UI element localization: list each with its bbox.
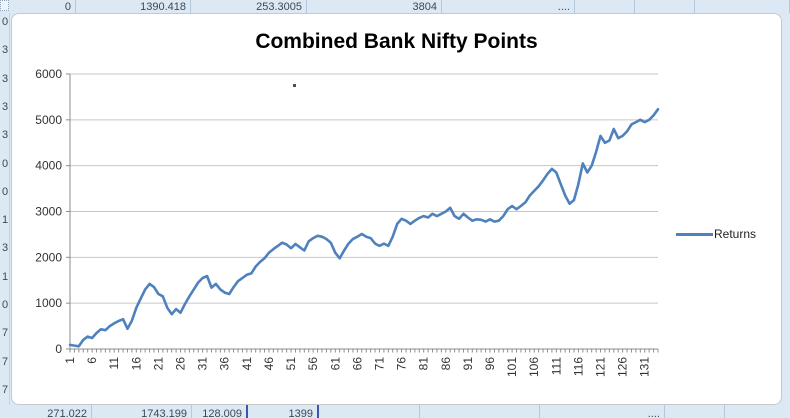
sheet-cell[interactable]: 1390.418 xyxy=(76,0,191,13)
sheet-cell-fragment: 3 xyxy=(2,242,9,255)
svg-text:1: 1 xyxy=(63,357,77,364)
axes xyxy=(66,73,659,353)
sheet-cell[interactable] xyxy=(420,405,540,418)
gridlines xyxy=(70,73,658,304)
svg-text:16: 16 xyxy=(129,357,143,371)
sheet-cell[interactable]: 1743.199 xyxy=(92,405,192,418)
sheet-cell[interactable]: 271.022 xyxy=(0,405,92,418)
spreadsheet-bottom-row[interactable]: 271.022 1743.199 128.009 1399.... xyxy=(0,405,790,418)
sheet-cell-fragment: 3 xyxy=(2,44,9,57)
svg-text:76: 76 xyxy=(395,357,409,371)
svg-text:21: 21 xyxy=(151,357,165,371)
svg-text:111: 111 xyxy=(549,357,563,376)
svg-text:11: 11 xyxy=(107,357,121,370)
sheet-cell[interactable] xyxy=(319,405,420,418)
svg-text:96: 96 xyxy=(483,357,497,371)
svg-text:91: 91 xyxy=(461,357,475,371)
sheet-cell[interactable] xyxy=(635,0,695,13)
svg-text:1000: 1000 xyxy=(35,296,62,310)
svg-text:6000: 6000 xyxy=(35,67,62,81)
svg-text:5000: 5000 xyxy=(35,113,62,127)
svg-text:66: 66 xyxy=(350,357,364,371)
svg-text:51: 51 xyxy=(284,357,298,371)
svg-text:71: 71 xyxy=(372,357,386,371)
sheet-cell-fragment: 7 xyxy=(2,327,9,340)
sheet-cell[interactable]: 0 xyxy=(0,0,76,13)
bottom-row-cells: 271.022 1743.199 128.009 1399.... xyxy=(0,405,790,418)
stray-dot xyxy=(293,84,296,87)
svg-text:36: 36 xyxy=(218,357,232,371)
sheet-corner-marker xyxy=(0,0,9,11)
svg-text:0: 0 xyxy=(55,342,62,356)
svg-text:26: 26 xyxy=(174,357,188,371)
sheet-cell[interactable]: .... xyxy=(540,405,665,418)
chart-title: Combined Bank Nifty Points xyxy=(255,30,538,53)
sheet-cell[interactable]: 1399 xyxy=(248,405,319,418)
svg-text:126: 126 xyxy=(616,357,630,377)
svg-text:3000: 3000 xyxy=(35,205,62,219)
sheet-cell-fragment: 0 xyxy=(2,157,9,170)
sheet-cell-fragment: 0 xyxy=(2,299,9,311)
svg-text:2000: 2000 xyxy=(35,250,62,264)
sheet-cell[interactable] xyxy=(665,405,725,418)
svg-text:6: 6 xyxy=(85,357,99,364)
top-row-cells: 0 1390.418 253.3005 3804.... xyxy=(0,0,790,13)
y-axis-labels: 0 1000 2000 3000 4000 5000 6000 xyxy=(35,67,62,356)
legend-label: Returns xyxy=(714,227,757,241)
sheet-cell-fragment: 3 xyxy=(2,129,9,142)
spreadsheet-top-row[interactable]: 0 1390.418 253.3005 3804.... xyxy=(0,0,790,13)
sheet-cell[interactable]: .... xyxy=(442,0,575,13)
sheet-cell-fragment: 1 xyxy=(2,214,9,227)
sheet-cell[interactable] xyxy=(695,0,790,13)
chart-legend: Returns xyxy=(676,227,756,241)
svg-text:106: 106 xyxy=(527,357,541,377)
svg-text:131: 131 xyxy=(638,357,652,377)
svg-text:116: 116 xyxy=(571,357,585,376)
sheet-cell-fragment: 0 xyxy=(2,16,9,28)
sheet-cell-fragment: 3 xyxy=(2,72,9,85)
svg-text:31: 31 xyxy=(196,357,210,371)
chart-object[interactable]: 0 1000 2000 3000 4000 5000 6000 1 6 11 16 21 26 31 36 4… xyxy=(11,13,782,405)
svg-text:101: 101 xyxy=(505,357,519,377)
spreadsheet-left-column[interactable]: 0 3 3 3 3 0 0 1 3 1 0 7 7 7 xyxy=(0,13,10,405)
sheet-cell[interactable]: 3804 xyxy=(307,0,442,13)
sheet-cell[interactable] xyxy=(575,0,635,13)
svg-text:46: 46 xyxy=(262,357,276,371)
series-line-returns xyxy=(68,108,660,348)
svg-text:56: 56 xyxy=(306,357,320,371)
svg-text:41: 41 xyxy=(240,357,254,371)
sheet-cell-fragment: 3 xyxy=(2,100,9,113)
sheet-cell-fragment: 7 xyxy=(2,383,9,396)
svg-text:81: 81 xyxy=(417,357,431,371)
svg-text:4000: 4000 xyxy=(35,159,62,173)
x-axis-labels: 1 6 11 16 21 26 31 36 41 46 51 56 61 66 71 76 81 86 91 96 10… xyxy=(63,357,652,377)
svg-text:61: 61 xyxy=(328,357,342,371)
svg-text:86: 86 xyxy=(439,357,453,371)
legend-line-swatch xyxy=(676,232,713,236)
svg-text:121: 121 xyxy=(594,357,608,377)
sheet-cell-fragment: 7 xyxy=(2,355,9,368)
sheet-cell-fragment: 0 xyxy=(2,185,9,198)
sheet-cell-fragment: 1 xyxy=(2,270,9,283)
sheet-cell[interactable]: 128.009 xyxy=(192,405,248,418)
sheet-cell[interactable]: 253.3005 xyxy=(191,0,307,13)
